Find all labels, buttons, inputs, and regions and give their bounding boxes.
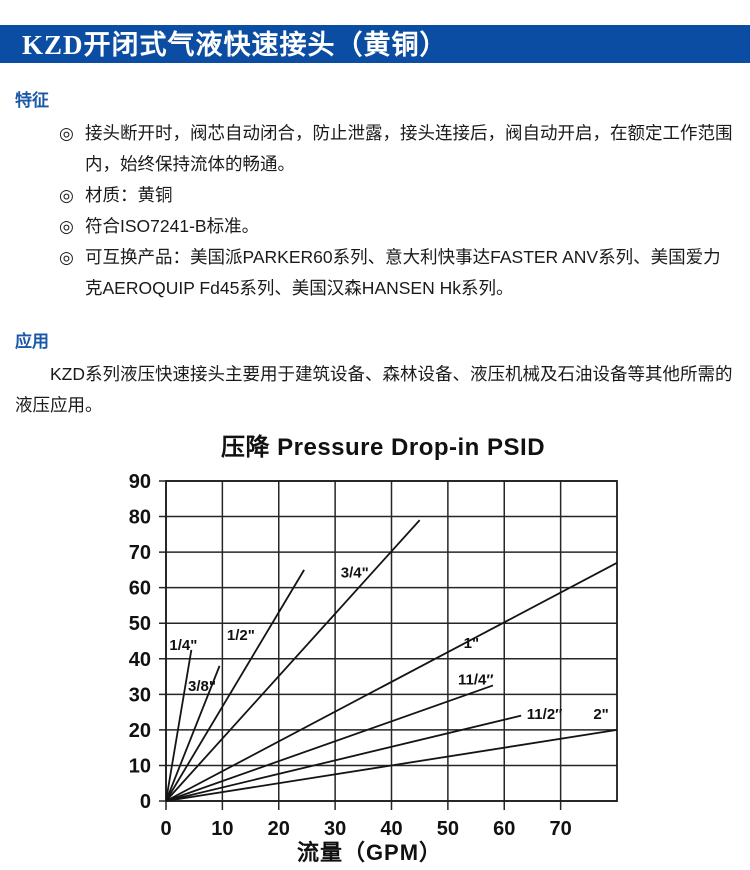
- series-label: 2": [593, 706, 608, 723]
- application-text: KZD系列液压快速接头主要用于建筑设备、森林设备、液压机械及石油设备等其他所需的…: [15, 364, 733, 415]
- list-item: ◎ 材质：黄铜: [59, 180, 738, 211]
- y-tick-label: 30: [129, 684, 151, 706]
- pressure-drop-chart: 压降 Pressure Drop-in PSID 0 10 20 30 40 50 60 70…: [0, 427, 750, 870]
- y-tick-label: 20: [129, 720, 151, 742]
- application-heading: 应用: [15, 332, 49, 351]
- x-tick-label: 40: [380, 818, 402, 840]
- series-line: [165, 684, 494, 802]
- features-heading: 特征: [15, 91, 49, 110]
- x-tick-label: 70: [550, 818, 572, 840]
- x-tick-label: 60: [493, 818, 515, 840]
- series-label: 11/4″: [458, 671, 494, 688]
- feature-text: 符合ISO7241-B标准。: [85, 216, 260, 236]
- y-tick-label: 90: [129, 471, 151, 493]
- y-tick-label: 80: [129, 507, 151, 529]
- series-label: 1": [464, 635, 479, 652]
- x-axis-label: 流量（GPM）: [297, 840, 442, 865]
- series-line: [165, 569, 305, 802]
- bullet-icon: ◎: [59, 217, 74, 236]
- series-line: [165, 561, 618, 802]
- series-label: 3/8": [188, 678, 216, 695]
- header-banner: KZD开闭式气液快速接头（黄铜）: [0, 25, 750, 63]
- pressure-drop-chart-svg: 0 10 20 30 40 50 60 70 80 90 0 10 20 30 40 50 60 70 1/4" 3/…: [129, 471, 618, 865]
- y-tick-label: 50: [129, 613, 151, 635]
- series-label: 3/4": [341, 565, 369, 582]
- series-line: [165, 714, 522, 802]
- x-tick-label: 30: [324, 818, 346, 840]
- chart-title: 压降 Pressure Drop-in PSID: [220, 434, 546, 461]
- x-tick-label: 0: [160, 818, 171, 840]
- series-label: 11/2″: [527, 706, 563, 723]
- y-tick-label: 60: [129, 578, 151, 600]
- series-label: 1/2": [227, 627, 255, 644]
- x-tick-label: 50: [437, 818, 459, 840]
- bullet-icon: ◎: [59, 186, 74, 205]
- y-tick-label: 70: [129, 542, 151, 564]
- y-tick-label: 40: [129, 649, 151, 671]
- series-line: [165, 665, 221, 802]
- series-line: [165, 728, 618, 802]
- x-tick-label: 20: [268, 818, 290, 840]
- bullet-icon: ◎: [59, 124, 74, 143]
- feature-text: 材质：黄铜: [85, 185, 173, 205]
- series-label: 1/4": [169, 637, 197, 654]
- page-root: { "header": { "title": "KZD开闭式气液快速接头（黄铜）…: [0, 25, 750, 865]
- x-tick-label: 10: [211, 818, 233, 840]
- feature-list: ◎ 接头断开时，阀芯自动闭合，防止泄露，接头连接后，阀自动开启，在额定工作范围内…: [0, 118, 750, 304]
- y-tick-label: 10: [129, 755, 151, 777]
- feature-text: 可互换产品：美国派PARKER60系列、意大利快事达FASTER ANV系列、美…: [85, 247, 721, 298]
- page-title: KZD开闭式气液快速接头（黄铜）: [22, 30, 448, 60]
- feature-text: 接头断开时，阀芯自动闭合，防止泄露，接头连接后，阀自动开启，在额定工作范围内，始…: [85, 123, 733, 174]
- list-item: ◎ 可互换产品：美国派PARKER60系列、意大利快事达FASTER ANV系列…: [59, 242, 738, 304]
- list-item: ◎ 接头断开时，阀芯自动闭合，防止泄露，接头连接后，阀自动开启，在额定工作范围内…: [59, 118, 738, 180]
- y-tick-label: 0: [140, 791, 151, 813]
- series-line: [165, 649, 193, 802]
- series-line: [165, 519, 421, 802]
- list-item: ◎ 符合ISO7241-B标准。: [59, 211, 738, 242]
- bullet-icon: ◎: [59, 248, 74, 267]
